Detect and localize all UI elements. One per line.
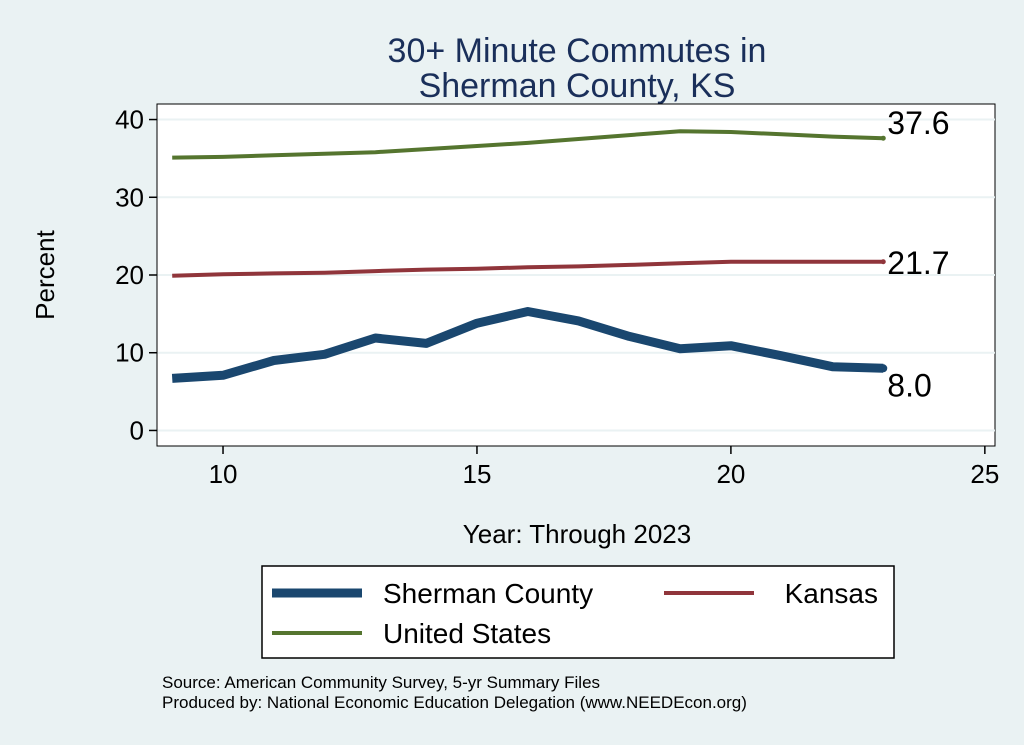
source-note: Source: American Community Survey, 5-yr … <box>162 673 600 692</box>
series-line-sherman-county <box>171 307 884 383</box>
legend-label-kansas: Kansas <box>785 578 878 609</box>
x-tick-label: 20 <box>716 459 745 489</box>
x-axis: 10 15 20 25 <box>157 445 999 489</box>
series-line-kansas <box>172 259 884 278</box>
x-tick-label: 10 <box>209 459 238 489</box>
end-label-united-states: 37.6 <box>887 105 949 141</box>
x-tick-label: 25 <box>970 459 999 489</box>
y-tick-label: 40 <box>115 105 144 135</box>
legend: Sherman County Kansas United States <box>261 565 895 659</box>
x-axis-title: Year: Through 2023 <box>463 519 691 549</box>
x-tick-label: 15 <box>463 459 492 489</box>
y-tick-label: 10 <box>115 338 144 368</box>
legend-label-sherman-county: Sherman County <box>383 578 593 609</box>
legend-label-united-states: United States <box>383 618 551 649</box>
chart-title-line-1: 30+ Minute Commutes in <box>388 32 767 70</box>
series-lines <box>171 129 888 383</box>
y-axis: 0 10 20 30 40 <box>115 104 158 446</box>
end-label-kansas: 21.7 <box>887 245 949 281</box>
y-axis-title: Percent <box>30 229 60 319</box>
chart-title-line-2: Sherman County, KS <box>419 67 736 105</box>
y-tick-label: 20 <box>115 260 144 290</box>
end-point-sherman-county <box>879 364 888 373</box>
y-tick-label: 0 <box>130 415 144 445</box>
y-tick-label: 30 <box>115 182 144 212</box>
end-point-kansas <box>880 259 886 265</box>
end-point-united-states <box>880 135 886 141</box>
end-label-sherman-county: 8.0 <box>887 367 931 403</box>
series-line-united-states <box>172 129 884 160</box>
producer-note: Produced by: National Economic Education… <box>162 693 747 712</box>
legend-box <box>261 565 895 659</box>
chart-title: 30+ Minute Commutes in Sherman County, K… <box>388 32 767 105</box>
end-labels: 37.6 21.7 8.0 <box>887 105 949 403</box>
